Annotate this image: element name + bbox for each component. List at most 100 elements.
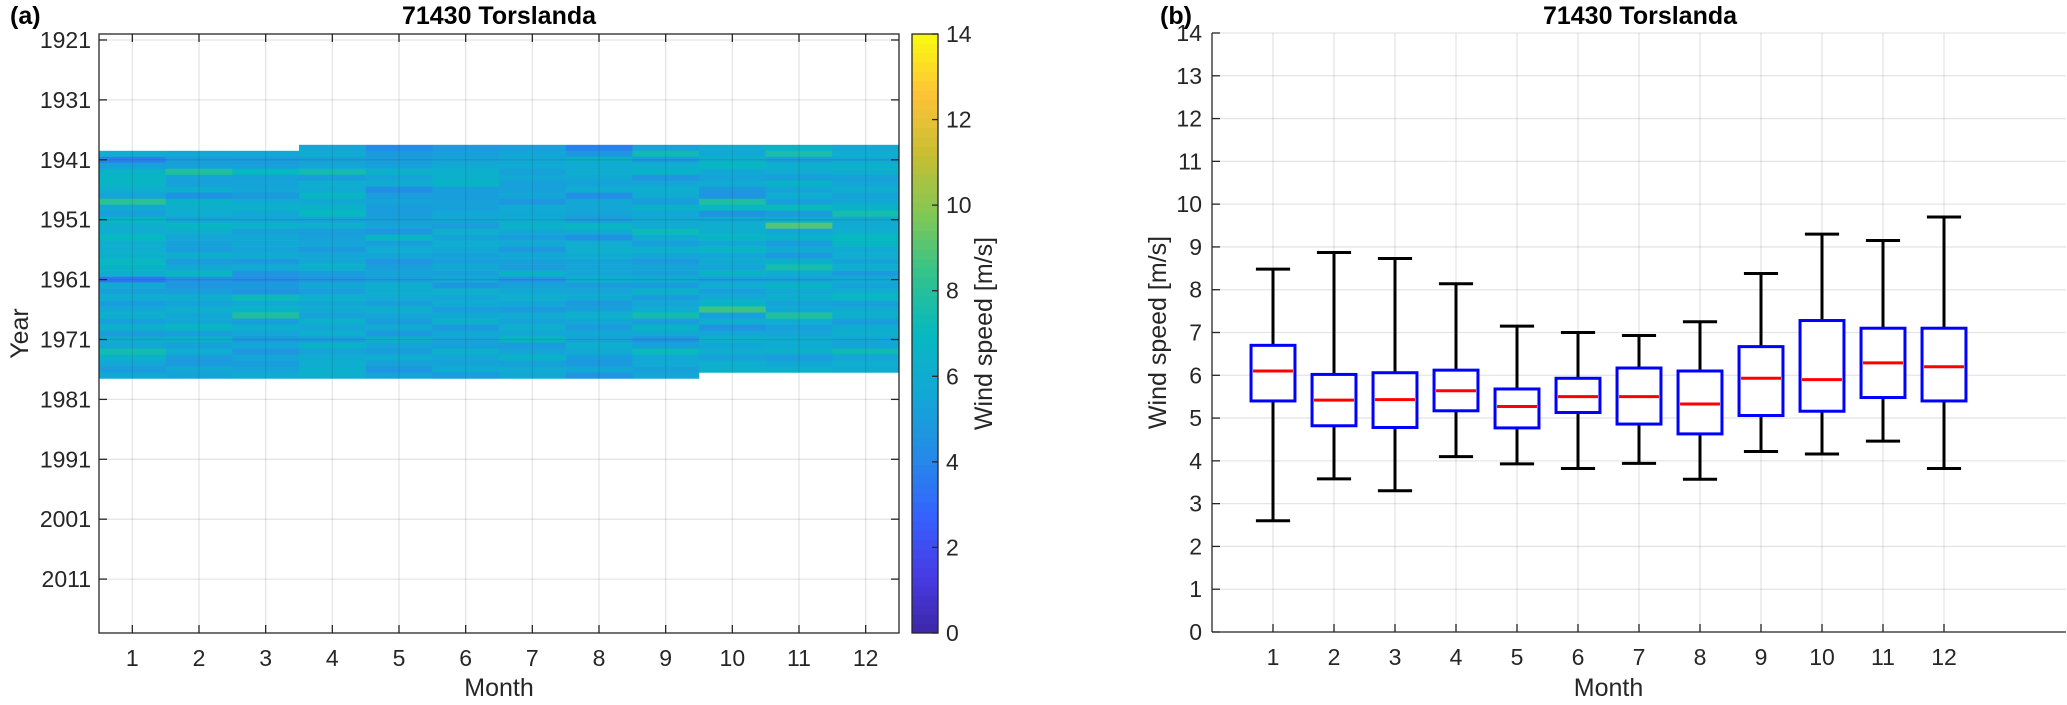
heatmap-cell [632,180,700,188]
heatmap-x-tick-label: 12 [853,645,879,671]
heatmap-cell [565,168,633,176]
heatmap-cell [632,234,700,241]
heatmap-cell [299,150,366,158]
colorbar-frame [911,33,939,634]
heatmap-cell [499,366,566,373]
heatmap-cell [765,288,833,295]
heatmap-cell [565,336,633,343]
heatmap-y-tick-label: 1951 [40,207,91,233]
colorbar-segment [912,211,938,222]
heatmap-cell [499,342,566,349]
heatmap-cell [165,348,233,355]
boxplot-y-tick-label: 11 [1178,148,1202,174]
heatmap-x-tick-label: 4 [326,645,339,671]
heatmap-cell [432,204,500,212]
heatmap-cell [99,294,166,301]
heatmap-cell [565,366,633,373]
colorbar-segment [912,249,938,260]
heatmap-cell [432,156,500,164]
heatmap-cell [832,234,900,241]
heatmap-cell [299,246,366,253]
heatmap-cell [165,186,233,194]
heatmap-cell [765,366,833,373]
heatmap-cell [432,198,500,206]
heatmap-cell [499,192,566,200]
heatmap-cell [565,192,633,200]
colorbar-tick-label: 0 [946,620,959,646]
colorbar-segment [912,389,938,400]
heatmap-cell [432,150,500,158]
heatmap-y-tick-label: 1921 [40,27,91,53]
heatmap-cell [499,180,566,188]
heatmap-x-tick-label: 10 [720,645,746,671]
heatmap-cell [765,282,833,289]
heatmap-cell [499,186,566,194]
heatmap-cell [365,150,433,158]
colorbar-segment [912,239,938,250]
heatmap-cell [832,300,900,307]
heatmap-cell [99,306,166,313]
heatmap-cell [432,264,500,271]
colorbar-segment [912,380,938,391]
heatmap-cell [765,210,833,217]
heatmap-cell [565,288,633,295]
colorbar-segment [912,34,938,44]
heatmap-cell [699,324,766,331]
heatmap-y-tick-label: 1991 [40,446,91,472]
colorbar-segment [912,165,938,175]
heatmap-cell [765,204,833,212]
heatmap-cell [699,282,766,289]
heatmap-cell [165,228,233,235]
heatmap-cell [499,300,566,307]
heatmap-cell [99,228,166,235]
colorbar-segment [912,558,938,568]
heatmap-cell [565,330,633,337]
heatmap-cell [365,204,433,212]
heatmap-cell [99,222,166,229]
heatmap-cell [232,228,300,235]
heatmap-cell [565,210,633,217]
heatmap-cell [832,342,900,349]
heatmap-cell [365,306,433,313]
heatmap-cell [232,336,300,343]
heatmap-y-tick-label: 2011 [42,566,91,592]
heatmap-cell [365,252,433,259]
heatmap-cell [765,354,833,361]
heatmap-cell [99,252,166,259]
heatmap-cell [699,330,766,337]
heatmap-cell [232,306,300,313]
colorbar-segment [912,230,938,241]
heatmap-cell [232,234,300,241]
heatmap-cell [832,270,900,277]
heatmap-cell [232,324,300,331]
heatmap-cell [365,282,433,289]
heatmap-y-axis-label: Year [6,308,34,359]
box-iqr [1249,343,1297,403]
heatmap-cell [699,288,766,295]
heatmap-cell [232,276,300,283]
colorbar-segment [912,530,938,540]
heatmap-cell [499,270,566,277]
boxplot-y-tick-label: 7 [1189,320,1202,346]
heatmap-cell [765,246,833,253]
heatmap-cell [165,336,233,343]
heatmap-x-tick-label: 6 [459,645,472,671]
heatmap-cell [432,336,500,343]
boxplot-x-tick-label: 1 [1267,644,1280,670]
heatmap-cell [699,348,766,355]
heatmap-cell [365,324,433,331]
heatmap-cell [165,270,233,277]
heatmap-cell [699,174,766,182]
heatmap-y-tick-label: 1971 [40,326,91,352]
heatmap-cell [565,246,633,253]
heatmap-cell [632,330,700,337]
heatmap-cell [699,216,766,223]
heatmap-cell [832,192,900,200]
heatmap-cell [432,348,500,355]
colorbar-segment [912,80,938,91]
heatmap-cell [632,156,700,164]
heatmap-cell [632,336,700,343]
heatmap-cell [699,258,766,265]
colorbar-segment [912,511,938,522]
heatmap-cell [99,360,166,367]
